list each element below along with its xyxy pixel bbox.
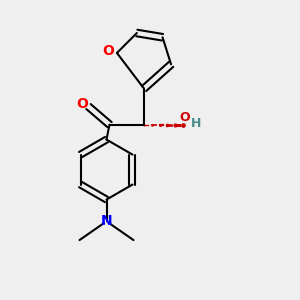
Text: O: O xyxy=(102,44,114,58)
Text: H: H xyxy=(191,118,202,130)
Text: N: N xyxy=(101,214,112,228)
Text: O: O xyxy=(76,97,88,111)
Text: O: O xyxy=(179,112,190,124)
